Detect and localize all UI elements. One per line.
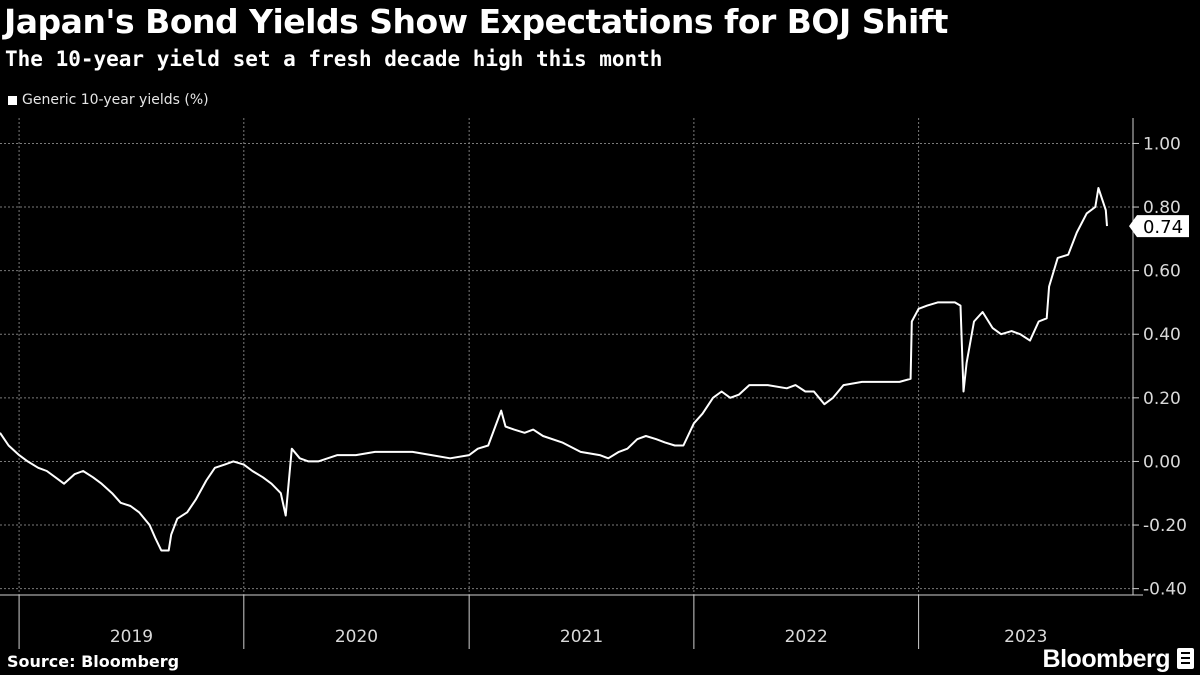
- chart-subtitle: The 10-year yield set a fresh decade hig…: [5, 47, 663, 71]
- legend-label: Generic 10-year yields (%): [22, 92, 209, 108]
- series-line: [0, 187, 1108, 552]
- x-year-label: 2021: [560, 627, 603, 647]
- y-tick-label: 0.60: [1143, 262, 1181, 282]
- y-tick-labels: -0.40 -0.20 0.00 0.20 0.40 0.60 0.80 1.00: [1143, 134, 1187, 599]
- gridlines: [0, 118, 1133, 595]
- x-year-label: 2020: [335, 627, 378, 647]
- y-tick-label: -0.40: [1143, 580, 1187, 600]
- x-year-labels: 2019 2020 2021 2022 2023: [110, 627, 1048, 647]
- x-year-label: 2023: [1004, 627, 1047, 647]
- last-value-badge: [1129, 215, 1189, 238]
- chart-title: Japan's Bond Yields Show Expectations fo…: [4, 2, 948, 41]
- bloomberg-logo: Bloomberg: [1042, 645, 1171, 673]
- x-year-label: 2022: [785, 627, 828, 647]
- last-value-label: 0.74: [1143, 217, 1183, 238]
- y-tick-label: 0.80: [1143, 198, 1181, 218]
- legend: Generic 10-year yields (%): [8, 92, 209, 108]
- legend-swatch: [8, 95, 17, 105]
- y-tick-label: 0.00: [1143, 452, 1181, 472]
- x-year-label: 2019: [110, 627, 153, 647]
- terminal-icon: [1177, 648, 1194, 669]
- axes: [0, 118, 1143, 649]
- y-tick-label: 0.20: [1143, 389, 1181, 409]
- y-tick-label: 0.40: [1143, 325, 1181, 345]
- series-layer: [0, 187, 1108, 552]
- y-tick-label: 1.00: [1143, 134, 1181, 154]
- y-tick-label: -0.20: [1143, 516, 1187, 536]
- last-value-marker: 0.74: [1129, 215, 1189, 238]
- source-note: Source: Bloomberg: [7, 652, 180, 671]
